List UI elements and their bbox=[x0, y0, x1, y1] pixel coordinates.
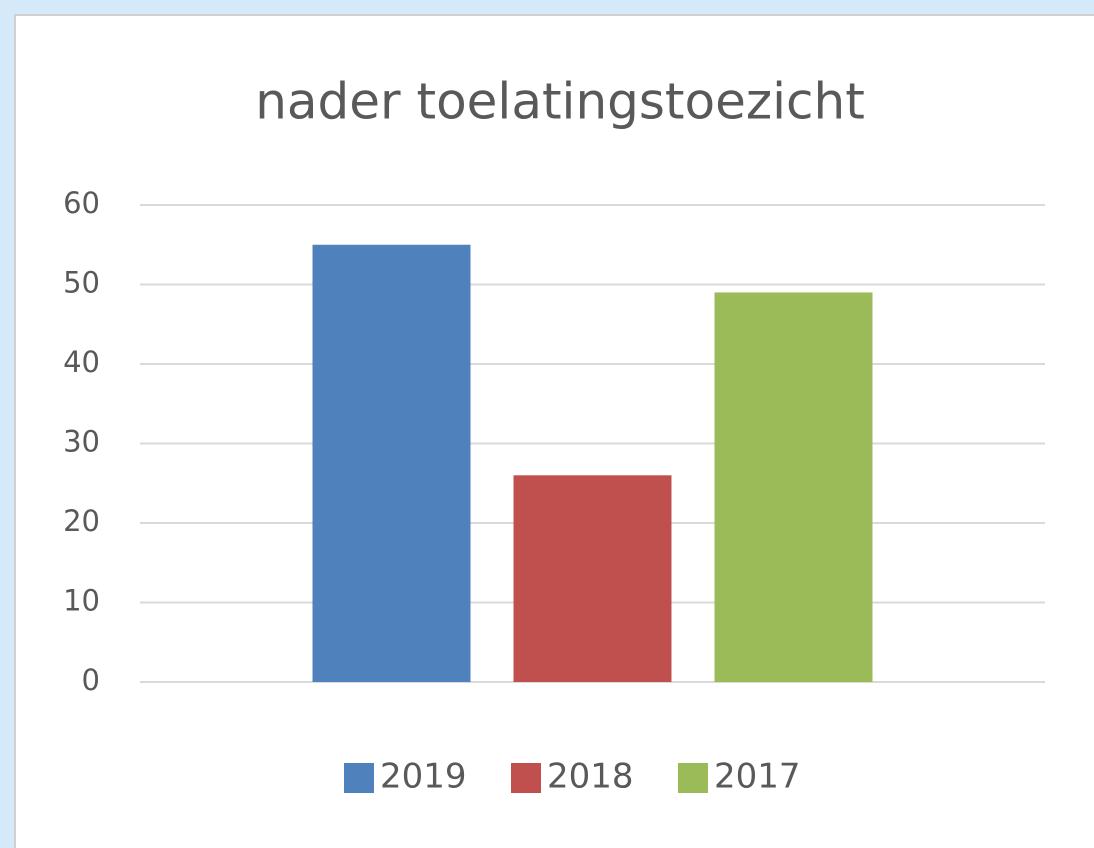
legend-swatch bbox=[344, 763, 374, 793]
chart-title: nader toelatingstoezicht bbox=[255, 73, 865, 131]
y-tick-label: 60 bbox=[63, 186, 100, 220]
chart-panel bbox=[14, 14, 1094, 848]
y-tick-label: 50 bbox=[63, 266, 100, 300]
legend-swatch bbox=[511, 763, 541, 793]
legend-label: 2018 bbox=[547, 757, 634, 797]
legend-swatch bbox=[678, 763, 708, 793]
y-tick-label: 0 bbox=[82, 663, 100, 697]
y-tick-label: 30 bbox=[63, 425, 100, 459]
y-tick-label: 20 bbox=[63, 504, 100, 538]
y-tick-label: 40 bbox=[63, 345, 100, 379]
legend-label: 2019 bbox=[380, 757, 467, 797]
y-tick-label: 10 bbox=[63, 584, 100, 618]
bar bbox=[513, 475, 672, 682]
legend-label: 2017 bbox=[714, 757, 801, 797]
bar bbox=[714, 292, 873, 682]
bar bbox=[312, 244, 471, 682]
